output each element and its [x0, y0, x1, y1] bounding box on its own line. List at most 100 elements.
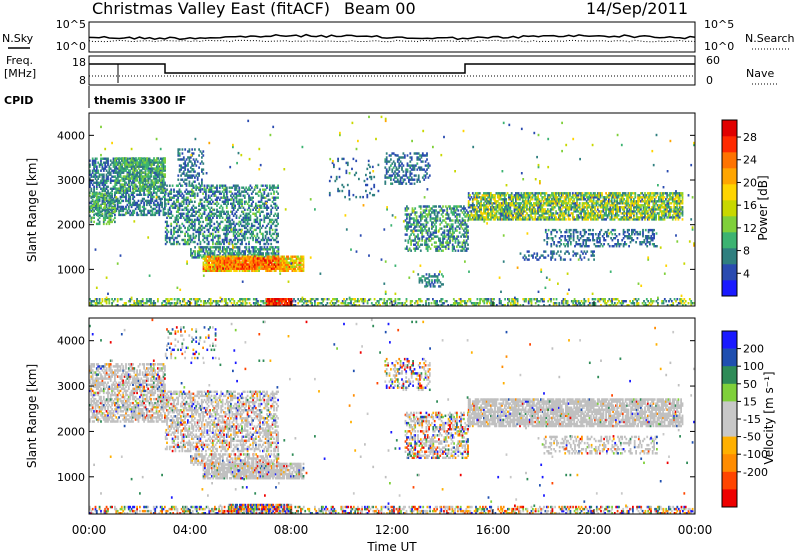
- power-cell: [263, 246, 266, 249]
- power-cell: [202, 212, 204, 216]
- power-cell: [114, 165, 117, 168]
- power-cell: [127, 161, 130, 164]
- power-cell: [267, 194, 270, 197]
- power-cell: [273, 214, 275, 218]
- power-cell: [122, 183, 125, 186]
- power-cell: [227, 265, 230, 268]
- power-cell: [108, 196, 111, 199]
- power-cell: [214, 190, 217, 193]
- power-cell: [533, 298, 536, 301]
- power-cell: [175, 198, 178, 202]
- power-cell: [196, 242, 199, 246]
- power-cell: [236, 267, 238, 270]
- power-cell: [111, 214, 113, 218]
- power-cell: [115, 181, 118, 184]
- power-cell: [242, 232, 245, 236]
- power-cell: [177, 174, 180, 177]
- power-cell: [373, 183, 376, 187]
- power-cell: [304, 300, 307, 303]
- power-cell: [383, 302, 386, 305]
- power-cell: [192, 256, 195, 259]
- power-cell: [158, 173, 161, 176]
- power-cell: [252, 230, 254, 234]
- power-cell: [118, 191, 120, 195]
- power-cell: [146, 189, 148, 192]
- power-cell: [537, 300, 540, 303]
- power-cell: [175, 302, 177, 305]
- power-cell: [409, 302, 412, 305]
- power-cell: [232, 238, 235, 242]
- power-cell: [238, 248, 241, 251]
- power-cell: [89, 302, 91, 305]
- power-cell: [573, 298, 576, 301]
- power-cell: [277, 254, 280, 257]
- power-cell: [391, 304, 394, 307]
- power-cell: [269, 298, 272, 301]
- power-cell: [266, 259, 269, 262]
- power-cell: [607, 300, 609, 303]
- power-cell: [645, 304, 648, 307]
- power-cell: [232, 214, 235, 218]
- power-cell: [268, 238, 271, 242]
- power-cell: [192, 192, 195, 195]
- power-cell: [216, 261, 219, 264]
- power-cell: [210, 232, 213, 236]
- power-cell: [116, 201, 119, 205]
- power-cell: [245, 257, 248, 260]
- power-cell: [219, 263, 222, 267]
- power-cell: [159, 173, 162, 176]
- power-cell: [137, 171, 140, 174]
- power-cell: [256, 259, 259, 262]
- power-cell: [192, 190, 195, 193]
- power-cell: [187, 234, 189, 238]
- power-cell: [232, 194, 235, 197]
- power-cell: [150, 187, 152, 191]
- power-cell: [152, 213, 155, 217]
- power-cell: [347, 302, 350, 305]
- power-cell: [248, 200, 250, 204]
- power-cell: [158, 189, 161, 192]
- power-cell: [91, 300, 94, 303]
- power-cell: [192, 180, 195, 183]
- power-cell: [126, 173, 129, 176]
- power-cell: [249, 228, 252, 232]
- power-cell: [208, 269, 210, 273]
- power-cell: [104, 167, 107, 170]
- power-cell: [302, 259, 305, 262]
- power-cell: [220, 255, 223, 258]
- power-cell: [362, 298, 365, 301]
- power-cell: [483, 298, 486, 301]
- power-cell: [182, 194, 185, 197]
- power-cell: [205, 263, 208, 267]
- power-cell: [206, 263, 209, 267]
- power-cell: [277, 246, 280, 249]
- power-cell: [130, 165, 133, 168]
- power-cell: [119, 161, 122, 164]
- power-cell: [440, 298, 443, 301]
- power-cell: [115, 161, 118, 164]
- power-cell: [256, 184, 259, 187]
- power-cell: [316, 302, 319, 305]
- power-cell: [269, 248, 271, 251]
- power-cell: [112, 202, 115, 206]
- power-cell: [232, 222, 235, 226]
- power-cell: [194, 170, 196, 173]
- power-cell: [301, 269, 303, 273]
- power-cell: [225, 206, 228, 210]
- power-cell: [270, 204, 273, 208]
- power-cell: [139, 191, 141, 194]
- power-cell: [240, 257, 242, 260]
- power-cell: [213, 208, 216, 212]
- power-cell: [236, 259, 238, 262]
- power-cell: [162, 169, 165, 172]
- power-cell: [226, 259, 229, 262]
- power-cell: [249, 257, 252, 260]
- power-cell: [140, 187, 143, 190]
- power-cell: [239, 194, 242, 197]
- power-cell: [206, 252, 209, 255]
- power-cell: [147, 195, 150, 199]
- power-cell: [390, 298, 393, 301]
- power-cell: [623, 300, 626, 303]
- power-cell: [120, 195, 123, 199]
- power-cell: [217, 202, 220, 206]
